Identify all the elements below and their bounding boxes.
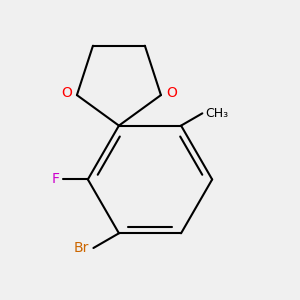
Text: Br: Br — [73, 241, 88, 255]
Text: CH₃: CH₃ — [206, 107, 229, 120]
Text: O: O — [166, 86, 177, 100]
Text: O: O — [61, 86, 72, 100]
Text: F: F — [52, 172, 60, 186]
